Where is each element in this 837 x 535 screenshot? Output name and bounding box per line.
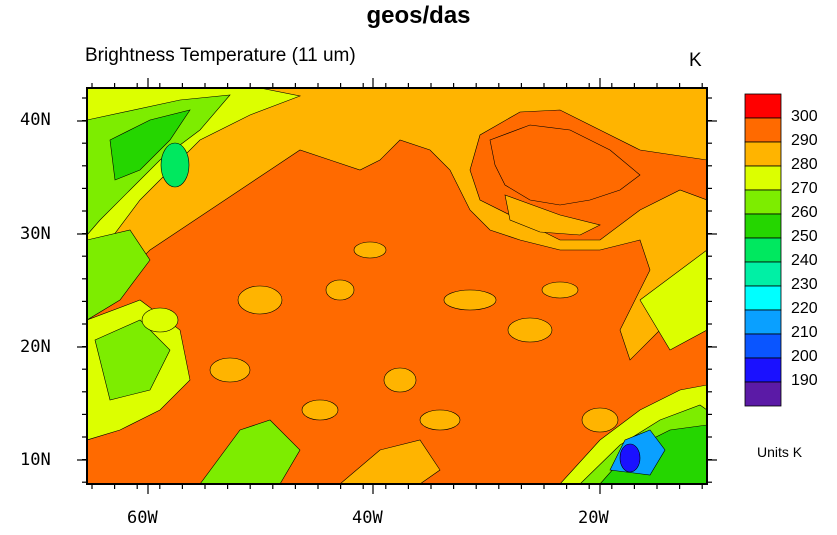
warm-cloud-patch — [419, 409, 461, 431]
colorbar-label: 260 — [791, 204, 818, 221]
southwest-cold-core — [94, 319, 171, 401]
colorbar-swatch — [744, 189, 782, 215]
warm-cloud-patch — [443, 289, 497, 311]
colorbar-swatch — [744, 261, 782, 287]
coldest-cloud-top — [619, 443, 641, 473]
colorbar-label: 200 — [791, 348, 818, 365]
colorbar-swatch — [744, 93, 782, 119]
lon-tick-label: 40W — [352, 508, 383, 528]
colorbar-swatch — [744, 333, 782, 359]
plot-frame — [86, 87, 708, 485]
map-title: geos/das — [366, 2, 471, 29]
southwest-cold-clouds — [87, 229, 151, 321]
warm-cloud-patch — [353, 241, 387, 259]
axis-ticks — [77, 78, 717, 494]
colorbar-swatch — [744, 237, 782, 263]
plot-area — [87, 88, 707, 484]
colorbar-swatch — [744, 213, 782, 239]
lat-tick-label: 20N — [20, 337, 51, 357]
warm-cloud-patch — [383, 367, 417, 393]
colorbar-label: 240 — [791, 252, 818, 269]
colorbar-label: 230 — [791, 276, 818, 293]
colorbar-label: 300 — [791, 108, 818, 125]
colorbar-label: 190 — [791, 372, 818, 389]
lon-tick-label: 20W — [578, 508, 609, 528]
colorbar-swatch — [744, 117, 782, 143]
warm-cloud-patch — [209, 357, 251, 383]
lon-tick-label: 60W — [127, 508, 158, 528]
lat-tick-label: 30N — [20, 224, 51, 244]
warm-cloud-patch — [581, 407, 619, 433]
east-cloud-band — [639, 249, 707, 351]
lat-tick-label: 10N — [20, 450, 51, 470]
southern-warm-cloud — [339, 439, 441, 484]
warm-cloud-band — [87, 88, 707, 361]
colorbar-label: 290 — [791, 132, 818, 149]
warm-cloud-patch — [301, 399, 339, 421]
units-bottom-label: Units K — [757, 444, 803, 460]
colorbar-label: 280 — [791, 156, 818, 173]
swirl-cloud-arc — [504, 194, 601, 236]
colorbar-swatch — [744, 381, 782, 407]
colorbar-swatch — [744, 141, 782, 167]
lat-tick-label: 40N — [20, 110, 51, 130]
colorbar-label: 270 — [791, 180, 818, 197]
units-top-label: K — [689, 50, 702, 71]
colorbar — [744, 93, 782, 407]
western-cold-clouds — [87, 94, 231, 236]
swirl-sea-region — [489, 124, 641, 206]
warm-cloud-patch — [541, 281, 579, 299]
southern-cloud-line — [199, 419, 301, 484]
colorbar-swatch — [744, 309, 782, 335]
variable-subtitle: Brightness Temperature (11 um) — [85, 45, 356, 66]
warm-cloud-patch — [325, 279, 355, 301]
colorbar-swatch — [744, 285, 782, 311]
western-colder-clouds — [109, 109, 191, 181]
colorbar-label: 210 — [791, 324, 818, 341]
convective-cell — [141, 307, 179, 333]
colorbar-label: 250 — [791, 228, 818, 245]
colorbar-swatch — [744, 357, 782, 383]
colorbar-swatch — [744, 165, 782, 191]
colorbar-label: 220 — [791, 300, 818, 317]
warm-cloud-patch — [237, 285, 283, 315]
warm-cloud-patch — [507, 317, 553, 343]
cold-cloud-top — [160, 142, 190, 188]
